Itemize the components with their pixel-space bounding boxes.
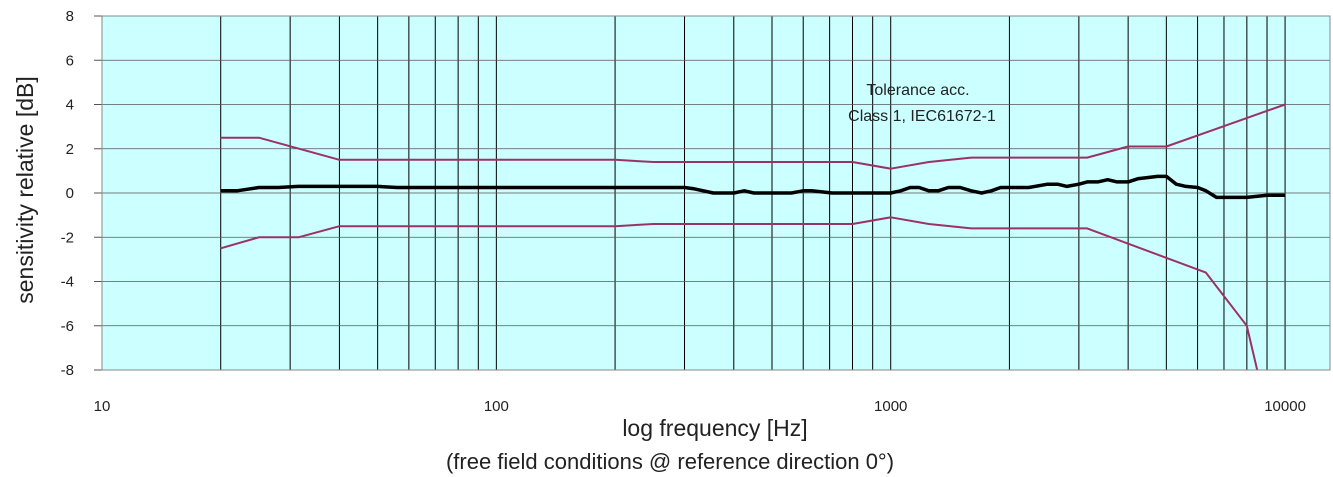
- y-axis-label: sensitivity relative [dB]: [12, 76, 38, 304]
- xtick-label: 10000: [1264, 398, 1306, 415]
- y-tick-labels: -8 -6 -4 -2 0 2 4 6 8: [61, 8, 74, 379]
- ytick-label: -8: [61, 362, 74, 379]
- x-axis-note: (free field conditions @ reference direc…: [446, 449, 894, 474]
- tolerance-upper-line: [220, 103, 1286, 170]
- response-line: [220, 174, 1286, 200]
- annotation-line-1: Tolerance acc.: [866, 82, 969, 99]
- ytick-label: -6: [61, 318, 74, 335]
- ytick-label: -4: [61, 274, 74, 291]
- ytick-label: 2: [66, 141, 74, 158]
- ytick-label: 6: [66, 52, 74, 69]
- tolerance-lower-line: [220, 216, 1259, 371]
- xtick-label: 10: [94, 398, 111, 415]
- curves: [220, 103, 1286, 371]
- xtick-label: 1000: [874, 398, 907, 415]
- ytick-label: 8: [66, 8, 74, 25]
- x-axis-label: log frequency [Hz]: [622, 415, 807, 441]
- ytick-label: 4: [66, 97, 74, 114]
- ytick-label: -2: [61, 229, 74, 246]
- annotation-line-2: Class 1, IEC61672-1: [848, 108, 996, 125]
- plot-frame: [101, 15, 1331, 371]
- xtick-label: 100: [484, 398, 509, 415]
- x-tick-labels: 10 100 1000 10000: [94, 398, 1306, 415]
- ytick-label: 0: [66, 185, 74, 202]
